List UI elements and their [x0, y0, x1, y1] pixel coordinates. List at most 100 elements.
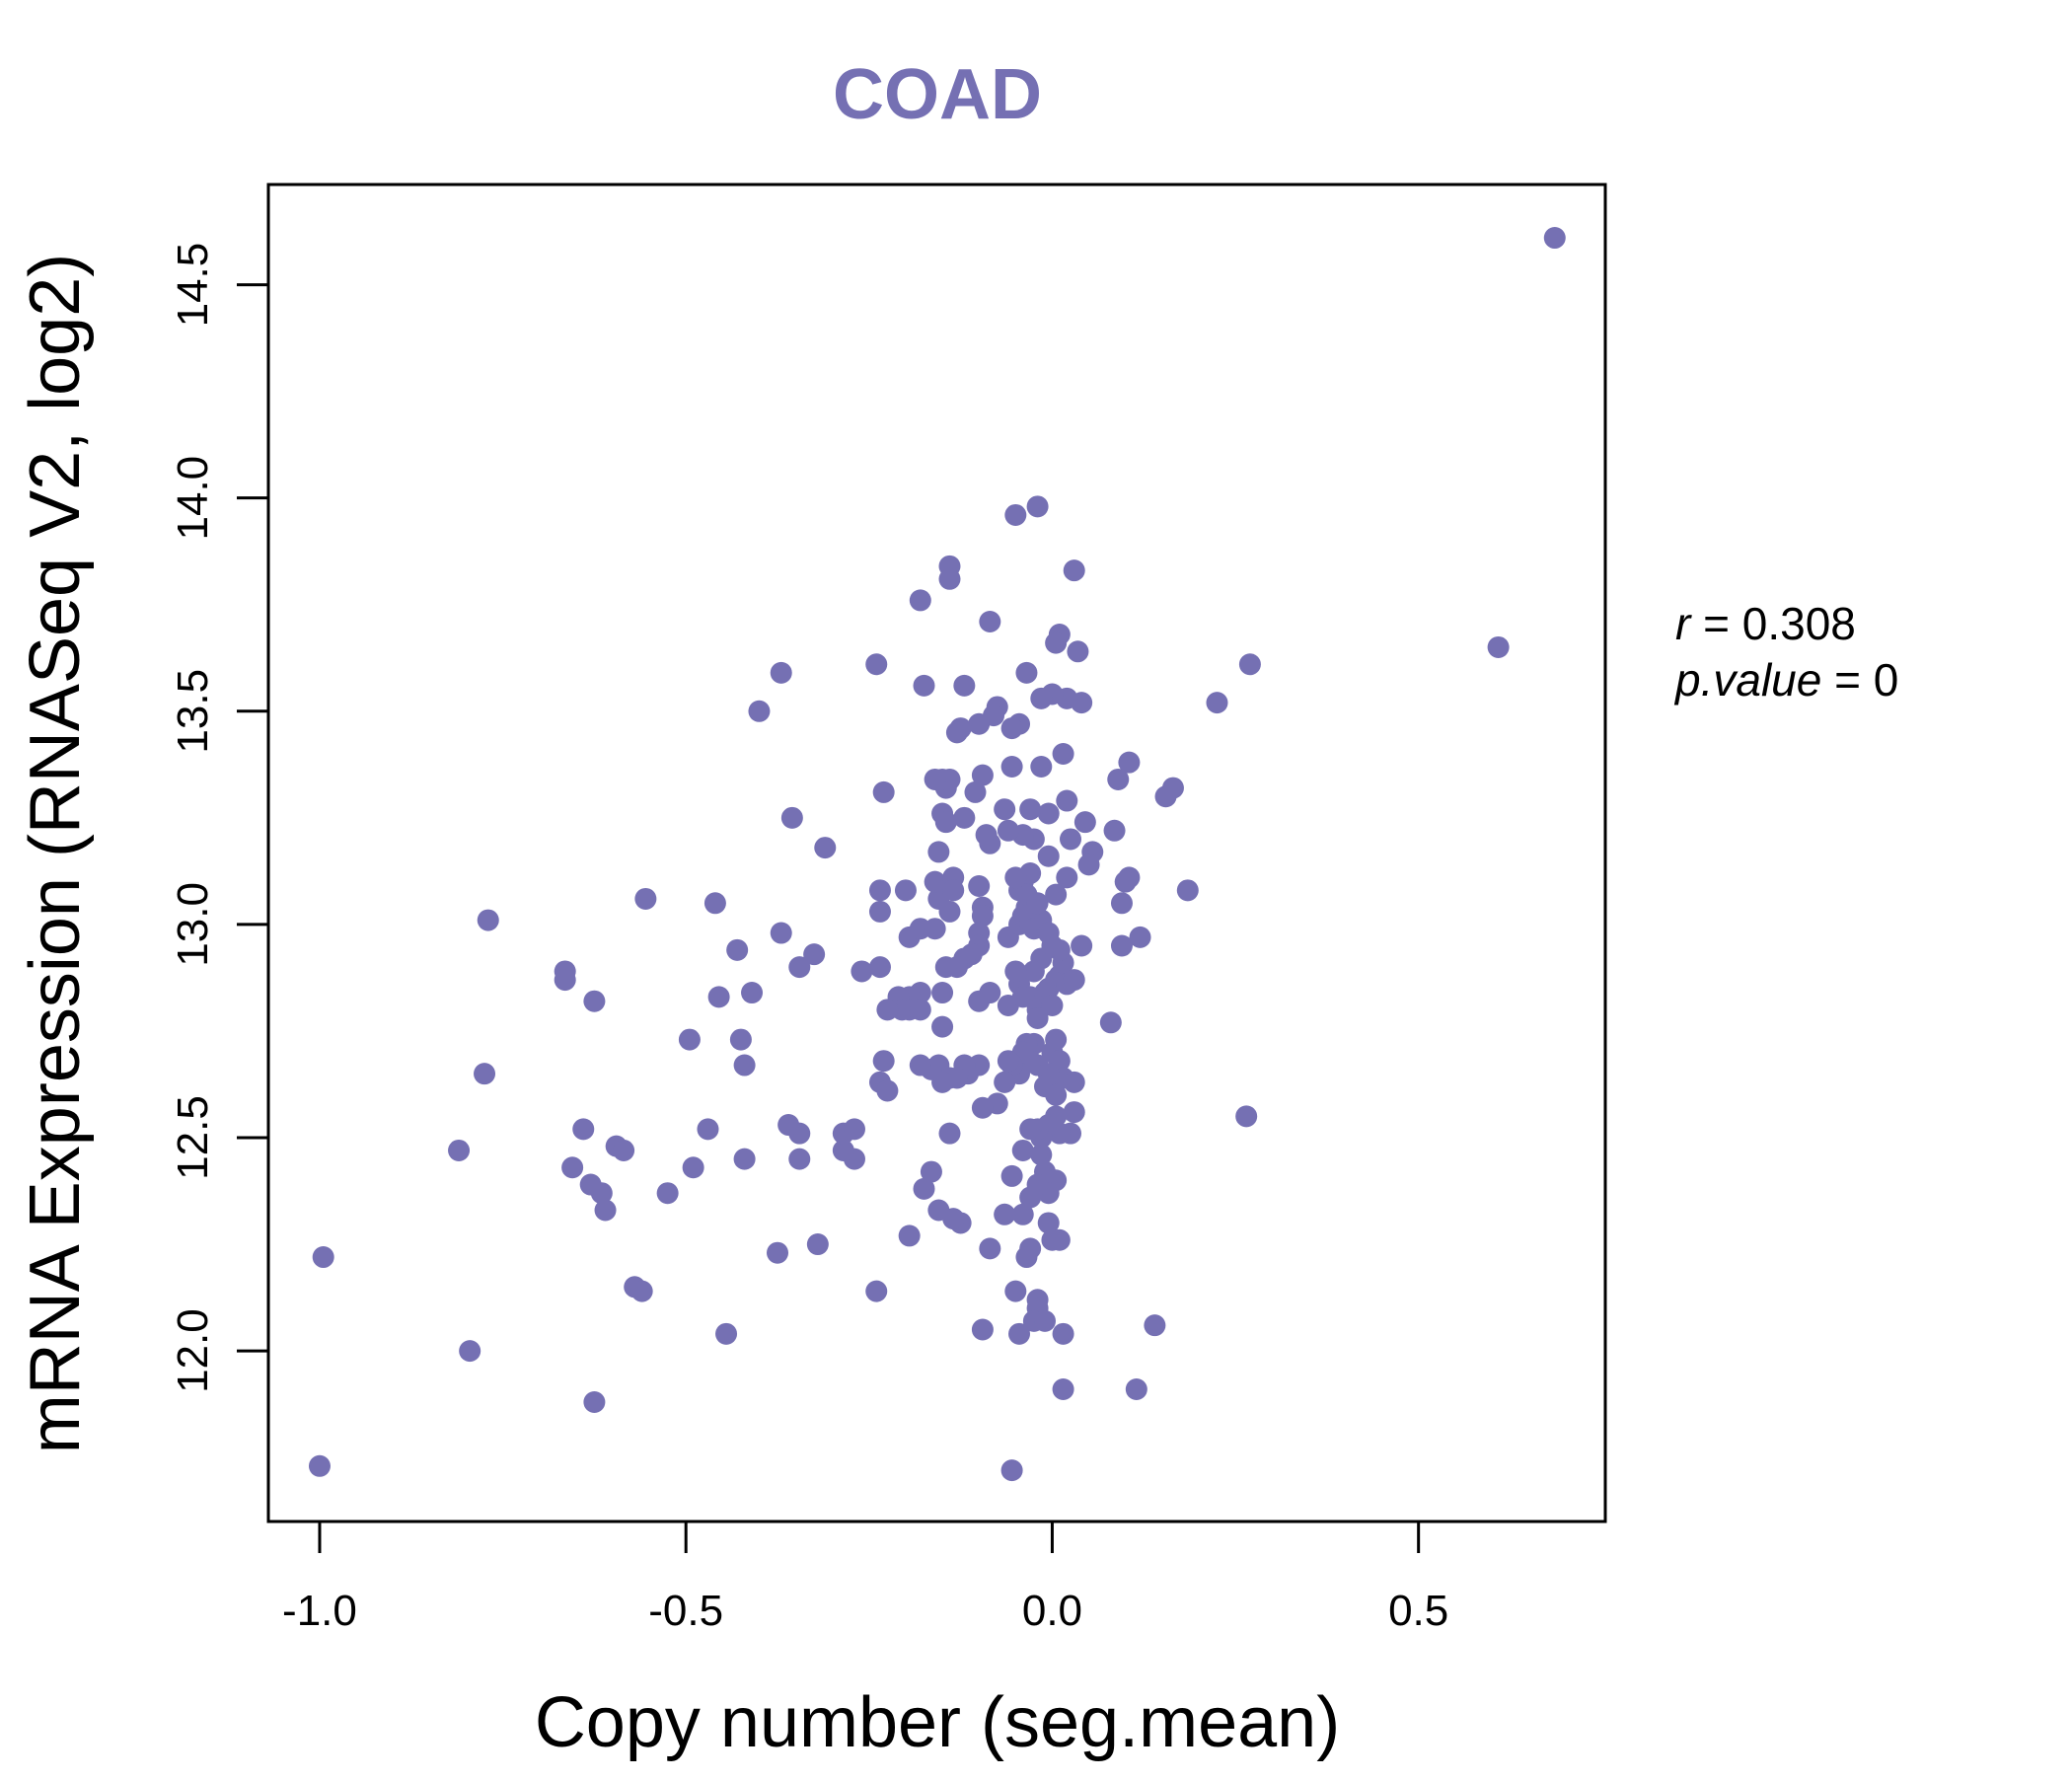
data-point: [707, 986, 730, 1008]
data-point: [1107, 768, 1130, 790]
x-axis-title: Copy number (seg.mean): [535, 1683, 1340, 1762]
p-stat: p.value = 0: [1673, 654, 1898, 705]
data-point: [979, 611, 1001, 633]
data-point: [1000, 1164, 1023, 1187]
data-point: [920, 1160, 942, 1183]
data-point: [1099, 1011, 1122, 1034]
y-tick-label: 12.5: [169, 1095, 217, 1180]
data-point: [1114, 870, 1137, 893]
data-point: [1543, 227, 1566, 250]
data-point: [1041, 995, 1064, 1017]
x-tick-label: -1.0: [282, 1587, 357, 1635]
x-tick-label: -0.5: [648, 1587, 723, 1635]
data-point: [1008, 1322, 1031, 1345]
data-point: [971, 1318, 994, 1341]
x-tick-label: 0.5: [1388, 1587, 1448, 1635]
data-point: [1052, 1322, 1074, 1345]
data-point: [971, 1096, 994, 1119]
data-point: [1056, 866, 1078, 889]
data-point: [1045, 1083, 1068, 1106]
data-point: [968, 874, 991, 897]
data-point: [1238, 653, 1261, 676]
data-point: [971, 764, 994, 786]
data-point: [715, 1322, 738, 1345]
data-point: [572, 1118, 595, 1141]
data-point: [865, 653, 888, 676]
data-point: [697, 1118, 719, 1141]
data-point: [814, 837, 837, 859]
data-point: [938, 1122, 961, 1145]
data-point: [894, 879, 917, 902]
data-point: [927, 841, 950, 863]
chart-title: COAD: [833, 55, 1042, 134]
data-point: [1235, 1105, 1258, 1128]
data-point: [851, 960, 873, 983]
data-point: [583, 1390, 606, 1413]
data-point: [924, 870, 946, 893]
data-point: [1030, 687, 1053, 709]
data-point: [1110, 892, 1133, 915]
data-points: [308, 227, 1566, 1482]
data-point: [975, 824, 998, 847]
data-point: [1118, 751, 1141, 774]
data-point: [1056, 789, 1078, 812]
data-point: [682, 1156, 704, 1179]
data-point: [909, 589, 931, 612]
data-point: [726, 938, 749, 961]
y-tick-label: 13.0: [169, 882, 217, 967]
p-label: p.value: [1673, 654, 1821, 705]
data-point: [1060, 828, 1081, 851]
data-point: [1015, 1246, 1038, 1269]
data-point: [832, 1139, 854, 1161]
data-point: [938, 900, 961, 923]
data-point: [1073, 811, 1096, 834]
r-value: 0.308: [1742, 598, 1856, 649]
y-axis-title: mRNA Expression (RNASeq V2, log2): [16, 254, 95, 1453]
data-point: [1015, 661, 1038, 684]
data-point: [1125, 1378, 1147, 1401]
data-point: [703, 892, 726, 915]
data-point: [788, 956, 811, 979]
data-point: [997, 1050, 1019, 1073]
data-point: [656, 1182, 679, 1205]
data-point: [1077, 853, 1100, 876]
data-point: [1154, 785, 1177, 808]
data-point: [1034, 1309, 1057, 1332]
x-tick-label: 0.0: [1022, 1587, 1082, 1635]
data-point: [1037, 802, 1060, 825]
data-point: [968, 712, 991, 735]
data-point: [733, 1148, 756, 1170]
data-point: [934, 956, 957, 979]
data-point: [1063, 1101, 1085, 1124]
data-point: [448, 1139, 471, 1161]
data-point: [865, 1280, 888, 1302]
data-point: [876, 1079, 899, 1102]
data-point: [729, 1028, 752, 1051]
data-point: [594, 1199, 617, 1222]
y-tick-label: 14.0: [169, 456, 217, 541]
data-point: [934, 811, 957, 834]
data-point: [1071, 934, 1093, 957]
data-point: [590, 1182, 613, 1205]
data-point: [474, 1063, 496, 1085]
data-point: [964, 780, 987, 803]
data-point: [1067, 640, 1089, 663]
y-axis: 12.0 12.5 13.0 13.5 14.0 14.5: [169, 243, 270, 1393]
data-point: [1004, 1280, 1027, 1302]
data-point: [561, 1156, 584, 1179]
data-point: [1052, 743, 1074, 766]
data-point: [953, 674, 976, 697]
data-point: [942, 879, 965, 902]
data-point: [1052, 1378, 1074, 1401]
r-label: r: [1675, 598, 1692, 649]
data-point: [1037, 1212, 1060, 1234]
data-point: [1063, 559, 1085, 582]
data-point: [1045, 1028, 1068, 1051]
r-stat: r = 0.308: [1675, 598, 1856, 649]
data-point: [1011, 1139, 1034, 1161]
data-point: [1019, 798, 1042, 821]
data-point: [583, 990, 606, 1012]
data-point: [1004, 960, 1027, 983]
y-tick-label: 14.5: [169, 243, 217, 328]
